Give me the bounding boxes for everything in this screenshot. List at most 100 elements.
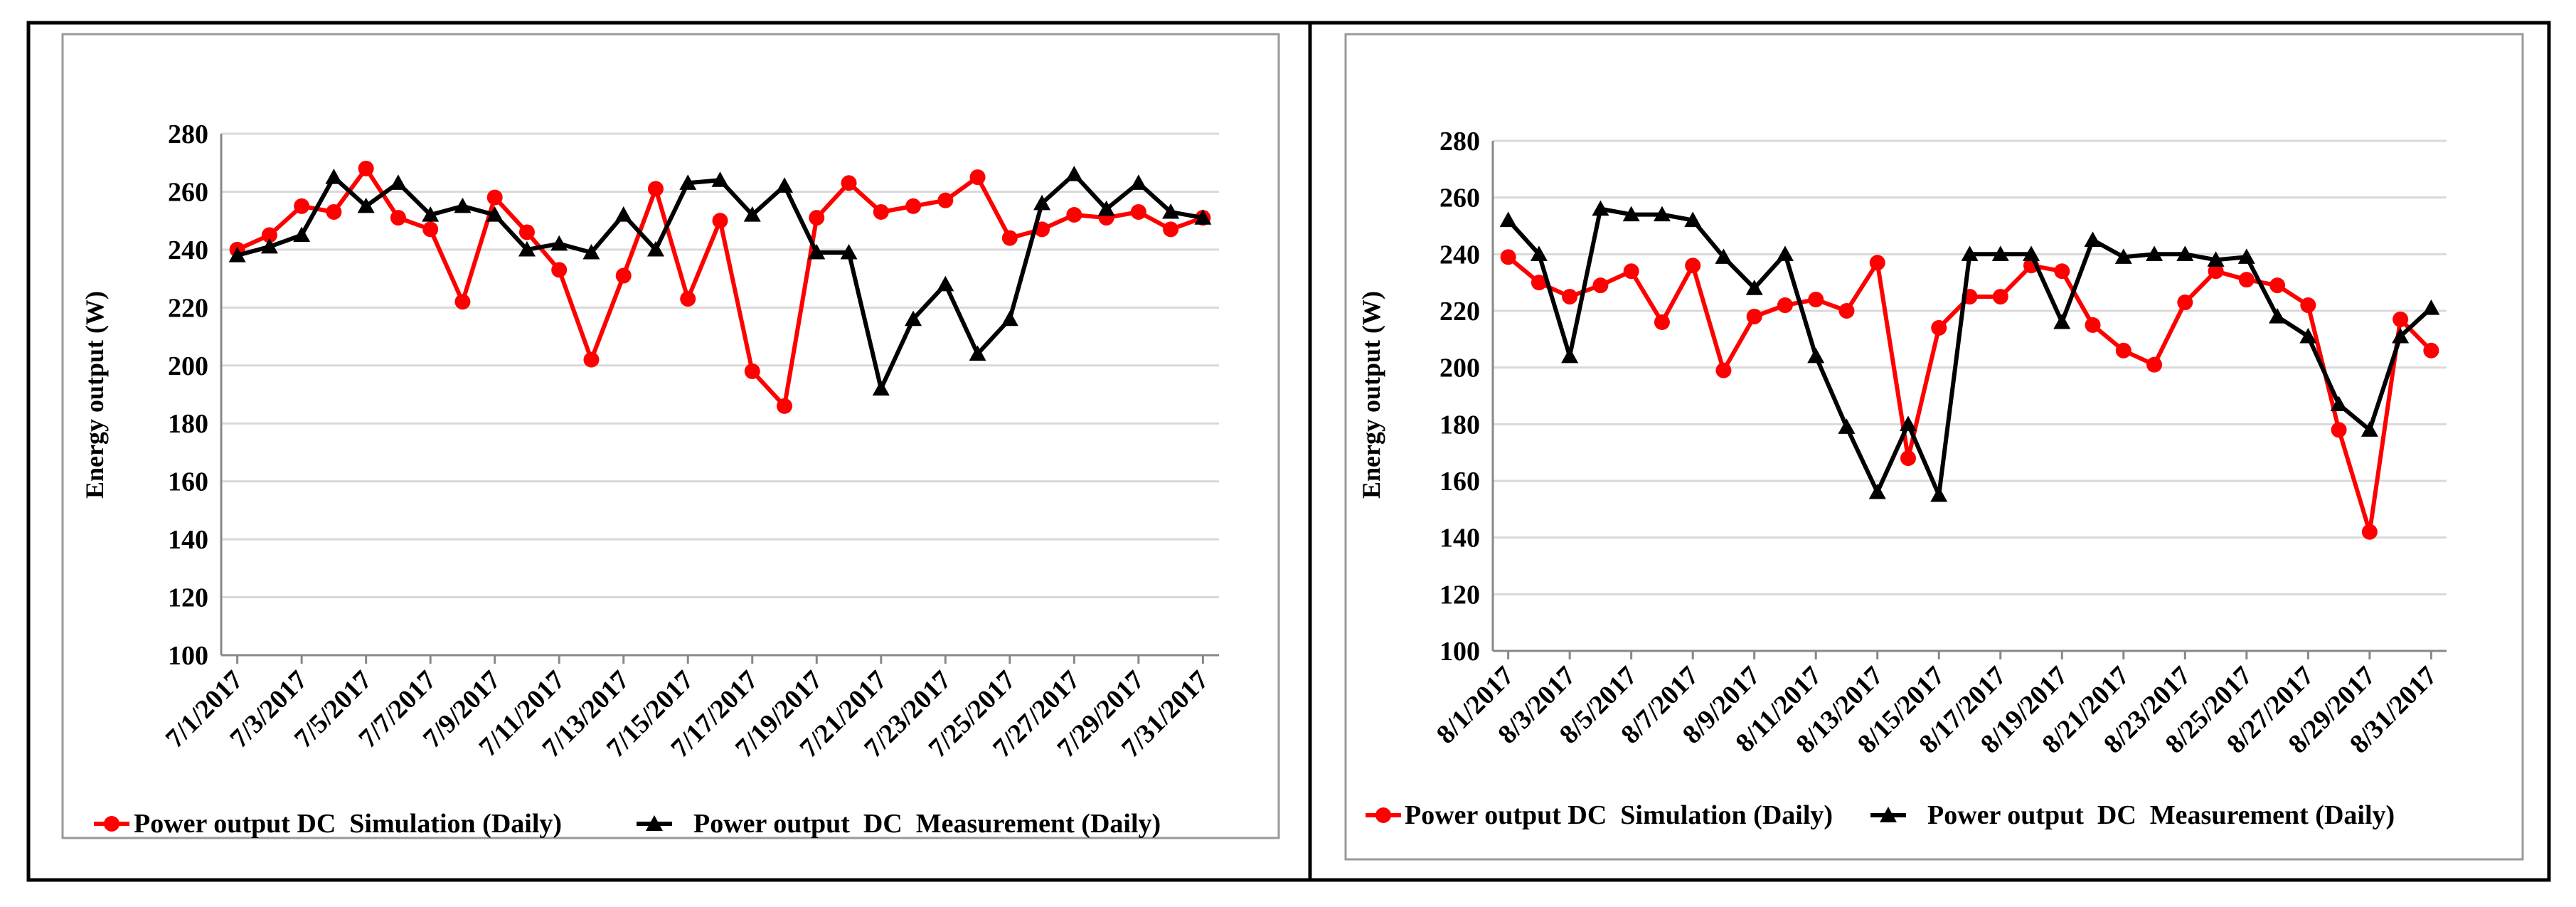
y-tick-label: 160 bbox=[168, 467, 208, 497]
data-point bbox=[260, 238, 278, 254]
data-point bbox=[551, 262, 568, 278]
y-tick-label: 260 bbox=[1439, 184, 1480, 213]
data-point bbox=[1531, 275, 1547, 291]
data-point bbox=[872, 380, 890, 396]
data-point bbox=[1130, 203, 1146, 220]
data-point bbox=[2177, 295, 2193, 311]
legend-marker bbox=[1880, 807, 1897, 822]
y-tick-label: 100 bbox=[168, 641, 208, 671]
y-tick-label: 220 bbox=[168, 293, 208, 323]
data-point bbox=[905, 198, 922, 214]
chart-panel-2: 1001201401601802002202402602808/1/20178/… bbox=[1344, 33, 2524, 861]
data-point bbox=[1194, 209, 1212, 225]
legend-label: Power output DC Simulation (Daily) bbox=[134, 809, 562, 839]
data-point bbox=[743, 206, 761, 222]
data-point bbox=[389, 174, 407, 190]
y-tick-label: 220 bbox=[1439, 297, 1480, 327]
data-point bbox=[2054, 263, 2070, 280]
data-point bbox=[809, 210, 825, 226]
data-point bbox=[1899, 415, 1917, 431]
y-tick-label: 280 bbox=[168, 120, 208, 149]
y-tick-label: 140 bbox=[168, 525, 208, 555]
data-point bbox=[454, 197, 472, 213]
chart-frame bbox=[1344, 33, 2524, 861]
data-point bbox=[2361, 421, 2378, 437]
data-point bbox=[486, 206, 504, 222]
data-point bbox=[1930, 486, 1948, 502]
data-point bbox=[744, 363, 760, 379]
data-point bbox=[1034, 221, 1050, 238]
data-point bbox=[2053, 313, 2071, 329]
data-point bbox=[1592, 277, 1609, 294]
data-point bbox=[518, 240, 536, 257]
data-point bbox=[840, 243, 858, 260]
data-point bbox=[777, 398, 793, 414]
data-point bbox=[2208, 263, 2224, 280]
y-tick-label: 280 bbox=[1439, 127, 1480, 157]
data-point bbox=[228, 247, 246, 262]
y-tick-label: 180 bbox=[168, 409, 208, 439]
legend: Power output DC Simulation (Daily) Power … bbox=[1366, 800, 2395, 830]
y-tick-label: 200 bbox=[168, 351, 208, 381]
data-point bbox=[422, 206, 440, 222]
data-point bbox=[937, 192, 954, 208]
series-simulation bbox=[229, 160, 1211, 414]
data-point bbox=[1097, 200, 1115, 216]
legend-label: Power output DC Measurement (Daily) bbox=[693, 809, 1161, 839]
data-point bbox=[1001, 230, 1018, 246]
legend-marker bbox=[104, 816, 119, 832]
legend-label: Power output DC Measurement (Daily) bbox=[1927, 800, 2395, 830]
data-point bbox=[390, 210, 406, 226]
data-point bbox=[2115, 342, 2131, 359]
y-tick-label: 200 bbox=[1439, 354, 1480, 383]
data-point bbox=[2300, 297, 2316, 314]
data-point bbox=[1561, 347, 1579, 364]
data-point bbox=[1715, 248, 1733, 264]
y-tick-label: 240 bbox=[1439, 240, 1480, 270]
data-point bbox=[583, 351, 600, 368]
data-point bbox=[454, 294, 471, 310]
data-point bbox=[1838, 303, 1855, 319]
data-point bbox=[905, 310, 922, 327]
series-simulation bbox=[1500, 249, 2439, 540]
data-point bbox=[712, 213, 728, 229]
data-point bbox=[2237, 248, 2255, 264]
data-point bbox=[1992, 289, 2008, 305]
chart-panel-1: 1001201401601802002202402602807/1/20177/… bbox=[61, 33, 1280, 839]
data-point bbox=[1163, 221, 1179, 238]
data-point bbox=[293, 226, 311, 243]
data-point bbox=[2422, 299, 2440, 315]
data-point bbox=[1530, 245, 1548, 261]
data-point bbox=[518, 224, 535, 240]
data-point bbox=[2393, 311, 2409, 327]
data-point bbox=[1715, 362, 1732, 378]
chart-frame bbox=[61, 33, 1280, 839]
data-point bbox=[550, 235, 568, 251]
data-point bbox=[2023, 245, 2040, 261]
data-point bbox=[615, 267, 632, 284]
legend-marker bbox=[646, 815, 663, 831]
data-point bbox=[1961, 245, 1979, 261]
data-point bbox=[614, 206, 632, 222]
data-point bbox=[2207, 251, 2225, 267]
data-point bbox=[1162, 203, 1180, 219]
data-point bbox=[2114, 248, 2132, 264]
y-axis-title: Energy output (W) bbox=[80, 291, 109, 499]
data-point bbox=[486, 189, 503, 206]
data-point bbox=[1499, 211, 1517, 228]
data-point bbox=[1065, 166, 1083, 181]
data-point bbox=[582, 243, 600, 260]
data-point bbox=[1868, 483, 1886, 499]
data-point bbox=[2146, 356, 2163, 373]
data-point bbox=[325, 169, 343, 184]
series-measurement bbox=[228, 166, 1212, 396]
data-point bbox=[1033, 194, 1051, 211]
y-tick-label: 160 bbox=[1439, 467, 1480, 497]
data-point bbox=[2299, 327, 2317, 344]
data-point bbox=[646, 240, 664, 257]
data-point bbox=[680, 291, 696, 307]
y-tick-label: 260 bbox=[168, 177, 208, 207]
data-point bbox=[357, 197, 375, 213]
series-measurement bbox=[1499, 200, 2440, 502]
